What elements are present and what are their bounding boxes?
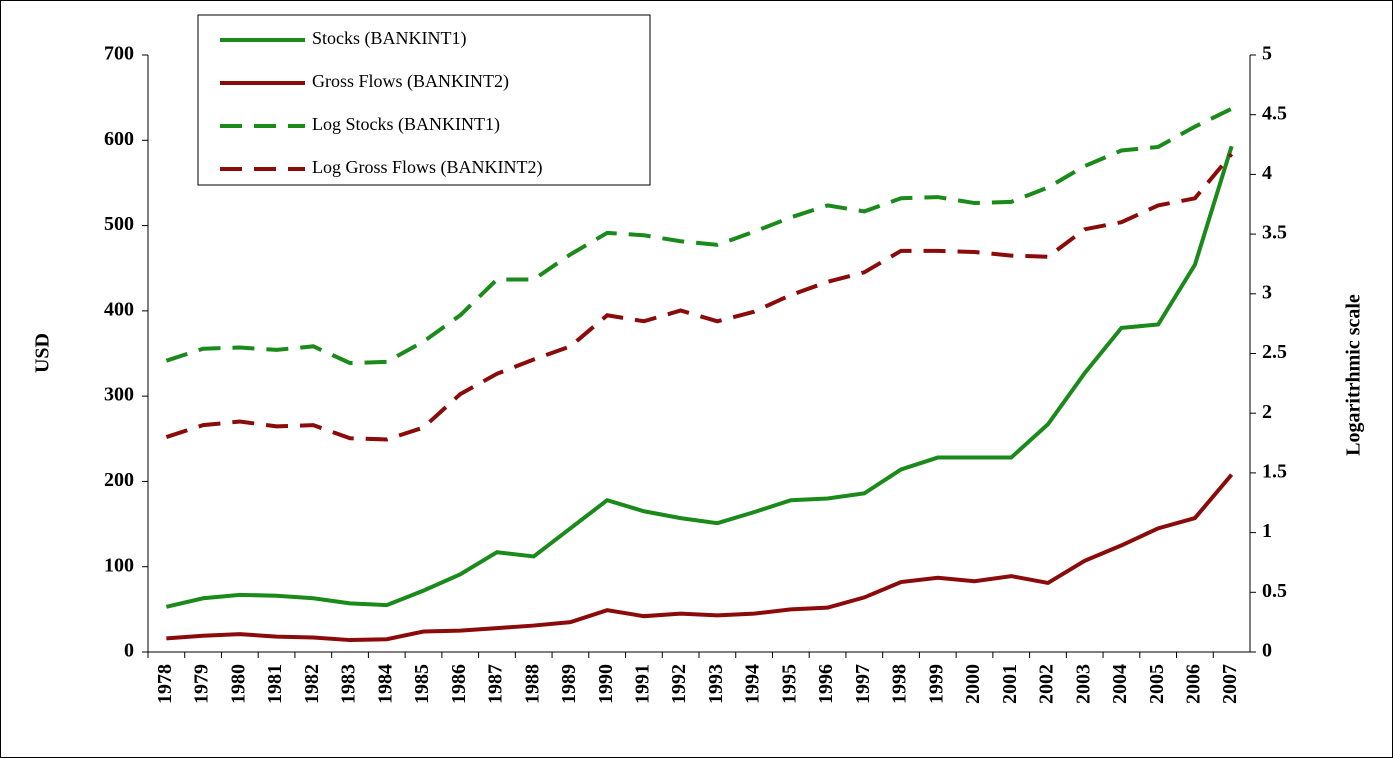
series-line (165, 106, 1233, 366)
x-tick-label: 2001 (999, 664, 1021, 704)
x-tick-label: 2002 (1036, 664, 1058, 704)
x-tick-label: 1995 (778, 664, 800, 704)
y2-tick-label: 1.5 (1262, 460, 1287, 482)
y-tick-label: 200 (104, 469, 134, 491)
series-line (165, 145, 1234, 609)
legend-label: Log Gross Flows (BANKINT2) (312, 157, 543, 178)
x-tick-label: 1998 (889, 664, 911, 704)
y2-axis-label: Logaritrhmic scale (1343, 294, 1365, 456)
legend-label: Stocks (BANKINT1) (312, 28, 467, 49)
y2-tick-label: 0 (1262, 640, 1272, 662)
x-tick-label: 1992 (668, 664, 690, 704)
x-tick-label: 2007 (1219, 664, 1241, 704)
x-tick-label: 2005 (1146, 664, 1168, 704)
y-tick-label: 400 (104, 298, 134, 320)
y-tick-label: 100 (104, 554, 134, 576)
x-tick-label: 1979 (191, 664, 213, 704)
y-tick-label: 0 (124, 640, 134, 662)
y-tick-label: 300 (104, 384, 134, 406)
x-tick-label: 1980 (227, 664, 249, 704)
x-tick-label: 2006 (1182, 664, 1204, 704)
y2-tick-label: 0.5 (1262, 580, 1287, 602)
x-tick-label: 1999 (925, 664, 947, 704)
x-tick-label: 1985 (411, 664, 433, 704)
y2-tick-label: 2.5 (1262, 341, 1287, 363)
y-tick-label: 500 (104, 213, 134, 235)
x-tick-label: 1991 (631, 664, 653, 704)
y2-tick-label: 2 (1262, 401, 1272, 423)
x-tick-label: 1987 (485, 664, 507, 704)
y-tick-label: 600 (104, 128, 134, 150)
y2-tick-label: 4 (1262, 162, 1272, 184)
y-tick-label: 700 (104, 43, 134, 65)
x-tick-label: 1983 (338, 664, 360, 704)
x-tick-label: 1989 (558, 664, 580, 704)
x-tick-label: 2000 (962, 664, 984, 704)
series-line (166, 473, 1234, 643)
legend-label: Gross Flows (BANKINT2) (312, 71, 509, 92)
y-axis-label: USD (32, 333, 54, 373)
x-tick-label: 2004 (1109, 664, 1131, 704)
x-tick-label: 1981 (264, 664, 286, 704)
x-tick-label: 1988 (521, 664, 543, 704)
x-tick-label: 1984 (374, 664, 396, 704)
x-tick-label: 1986 (448, 664, 470, 704)
y2-tick-label: 5 (1262, 43, 1272, 65)
x-tick-label: 1982 (301, 664, 323, 704)
x-tick-label: 1996 (815, 664, 837, 704)
series-line (165, 152, 1234, 442)
y2-tick-label: 1 (1262, 520, 1272, 542)
legend-box (197, 14, 651, 186)
y2-tick-label: 3 (1262, 281, 1272, 303)
legend-label: Log Stocks (BANKINT1) (312, 114, 500, 135)
y2-tick-label: 4.5 (1262, 102, 1287, 124)
x-tick-label: 1978 (154, 664, 176, 704)
x-tick-label: 1993 (705, 664, 727, 704)
x-tick-label: 1990 (595, 664, 617, 704)
x-tick-label: 1997 (852, 664, 874, 704)
x-tick-label: 1994 (742, 664, 764, 704)
x-tick-label: 2003 (1072, 664, 1094, 704)
y2-tick-label: 3.5 (1262, 222, 1287, 244)
